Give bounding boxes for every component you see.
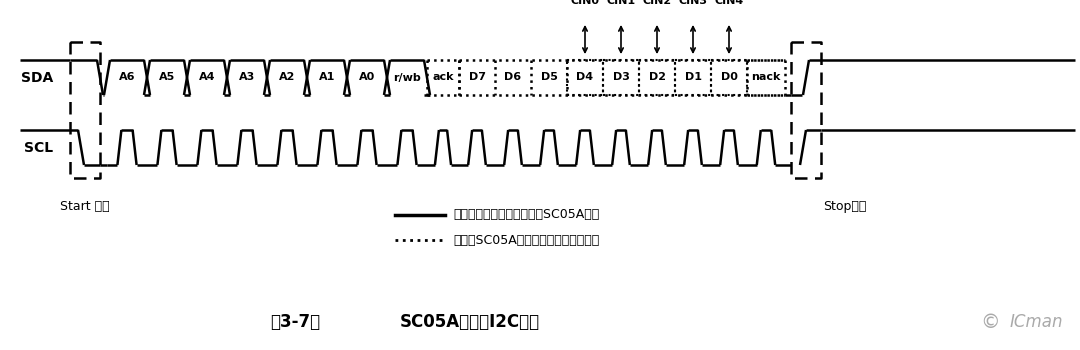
Text: Stop信号: Stop信号 <box>823 200 866 213</box>
Text: A1: A1 <box>319 72 335 83</box>
Text: D4: D4 <box>577 72 594 83</box>
Bar <box>567 60 603 95</box>
Text: A6: A6 <box>119 72 135 83</box>
Text: 数据由SC05A发出，单片机控制器接收: 数据由SC05A发出，单片机控制器接收 <box>453 233 599 246</box>
Bar <box>603 60 639 95</box>
Text: D5: D5 <box>541 72 557 83</box>
Text: A3: A3 <box>239 72 255 83</box>
Text: A2: A2 <box>279 72 295 83</box>
Text: CIN0: CIN0 <box>570 0 599 6</box>
Text: D0: D0 <box>720 72 738 83</box>
Text: D3: D3 <box>612 72 630 83</box>
Text: ©: © <box>981 313 1000 331</box>
Text: SDA: SDA <box>21 70 53 84</box>
Bar <box>675 60 711 95</box>
Text: D7: D7 <box>469 72 486 83</box>
Text: Start 信号: Start 信号 <box>60 200 110 213</box>
Text: A0: A0 <box>359 72 375 83</box>
Text: D2: D2 <box>648 72 665 83</box>
Text: SC05A简化的I2C协议: SC05A简化的I2C协议 <box>400 313 540 331</box>
Text: CIN3: CIN3 <box>678 0 707 6</box>
Text: nack: nack <box>752 72 781 83</box>
Text: CIN1: CIN1 <box>607 0 635 6</box>
Text: CIN4: CIN4 <box>714 0 744 6</box>
Text: 图3-7：: 图3-7： <box>270 313 320 331</box>
Text: r/wb: r/wb <box>393 72 421 83</box>
Text: D6: D6 <box>504 72 522 83</box>
Text: ICman: ICman <box>1010 313 1064 331</box>
Text: CIN2: CIN2 <box>643 0 672 6</box>
Bar <box>711 60 747 95</box>
Text: ack: ack <box>432 72 454 83</box>
Text: A4: A4 <box>199 72 215 83</box>
Text: D1: D1 <box>685 72 702 83</box>
Text: SCL: SCL <box>24 140 53 154</box>
Bar <box>639 60 675 95</box>
Text: A5: A5 <box>159 72 175 83</box>
Text: 数据由单片机控制器发出，SC05A接收: 数据由单片机控制器发出，SC05A接收 <box>453 209 599 222</box>
